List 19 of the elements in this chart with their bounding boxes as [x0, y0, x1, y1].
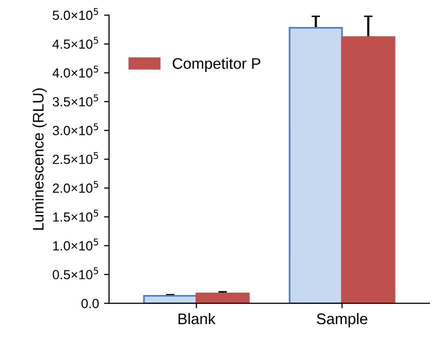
bar [288, 27, 343, 304]
bar [143, 294, 198, 304]
y-tick-label: 2.5×10$^{5}$ [52, 152, 98, 164]
y-tick-label: 1.5×10$^{5}$ [53, 210, 98, 222]
x-tick-label: Blank [178, 313, 216, 324]
y-tick-label: 4.5×10$^{5}$ [52, 36, 98, 49]
bar [341, 36, 396, 304]
bar [196, 292, 250, 304]
y-tick-label: 4.0×10$^{5}$ [52, 66, 98, 78]
legend-label: Competitor P [172, 58, 260, 72]
y-tick-label: 1.0×10$^{5}$ [53, 238, 98, 250]
y-tick-label: 2.0×10$^{5}$ [52, 180, 98, 193]
y-tick-label: 0.5×10$^{5}$ [52, 267, 98, 280]
y-axis-title: Luminescence (RLU) [32, 88, 47, 230]
y-tick-label: 3.0×10$^{5}$ [52, 123, 98, 136]
y-tick-label: 0.0 [81, 298, 99, 308]
x-tick-label: Sample [316, 313, 368, 328]
y-tick-label: 3.5×10$^{5}$ [52, 94, 98, 106]
y-tick-label: 5.0×10$^{5}$ [52, 8, 98, 20]
